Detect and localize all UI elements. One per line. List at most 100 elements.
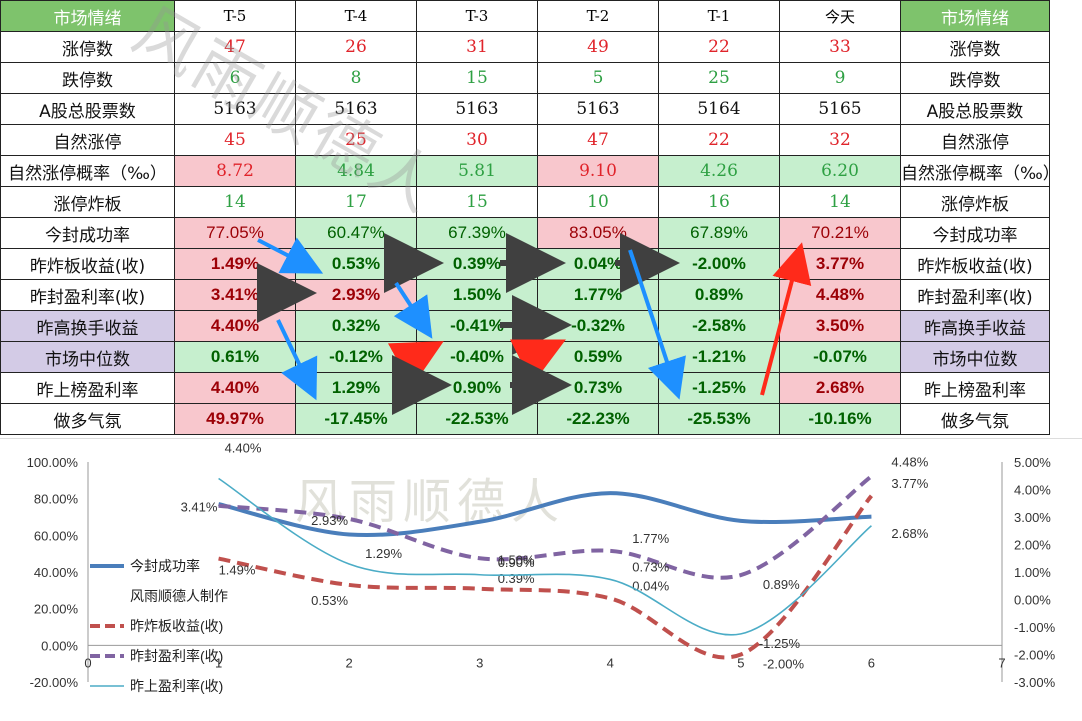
header-day: T-1 (658, 0, 780, 32)
data-cell: 0.59% (537, 341, 659, 373)
data-cell: 5163 (416, 93, 538, 125)
data-label: -2.00% (763, 657, 805, 672)
data-cell: 47 (174, 31, 296, 63)
data-label: 4.48% (891, 454, 928, 469)
table-row: 今封成功率 77.05% 60.47% 67.39% 83.05% 67.89% 70.21… (0, 217, 1050, 249)
row-label-right: 自然涨停概率（‰） (900, 155, 1050, 187)
data-label: 1.77% (632, 531, 669, 546)
data-cell: 47 (537, 124, 659, 156)
data-cell: 0.90% (416, 372, 538, 404)
y-tick-right: 0.00% (1014, 593, 1051, 608)
series-line (218, 491, 872, 538)
x-tick: 6 (868, 655, 875, 670)
data-label: 0.53% (311, 593, 348, 608)
row-label-right: A股总股票数 (900, 93, 1050, 125)
data-cell: 67.39% (416, 217, 538, 249)
data-cell: -25.53% (658, 403, 780, 435)
data-cell: 15 (416, 62, 538, 94)
y-tick-right: 3.00% (1014, 510, 1051, 525)
data-cell: 6.20 (779, 155, 901, 187)
data-cell: -0.40% (416, 341, 538, 373)
legend-entry: 昨炸板收益(收) (130, 618, 223, 634)
table-row: 昨上榜盈利率 4.40% 1.29% 0.90% 0.73% -1.25% 2.68% 昨上榜… (0, 372, 1050, 404)
data-cell: 25 (295, 124, 417, 156)
y-tick-left: -20.00% (30, 675, 79, 690)
legend-entry: 昨上盈利率(收) (130, 678, 223, 694)
data-cell: 1.49% (174, 248, 296, 280)
y-tick-right: -3.00% (1014, 675, 1056, 690)
x-tick: 5 (737, 655, 744, 670)
data-cell: 16 (658, 186, 780, 218)
data-cell: 67.89% (658, 217, 780, 249)
header-market-sentiment: 市场情绪 (900, 0, 1050, 32)
data-cell: 8.72 (174, 155, 296, 187)
market-sentiment-sheet: 市场情绪 T-5 T-4 T-3 T-2 T-1 今天 市场情绪 涨停数 47 26 31 49 22 33… (0, 0, 1050, 435)
series-line (218, 477, 872, 636)
data-cell: 5163 (174, 93, 296, 125)
y-tick-right: 2.00% (1014, 538, 1051, 553)
data-cell: -1.21% (658, 341, 780, 373)
y-tick-right: 1.00% (1014, 565, 1051, 580)
data-cell: 5163 (537, 93, 659, 125)
series-line (218, 494, 873, 660)
data-cell: 1.50% (416, 279, 538, 311)
data-cell: -0.41% (416, 310, 538, 342)
row-label: 昨高换手收益 (0, 310, 175, 342)
header-day: T-3 (416, 0, 538, 32)
header-day: T-2 (537, 0, 659, 32)
y-tick-right: -2.00% (1014, 648, 1056, 663)
row-label-right: 涨停数 (900, 31, 1050, 63)
data-cell: 1.77% (537, 279, 659, 311)
row-label-right: 昨上榜盈利率 (900, 372, 1050, 404)
y-tick-left: 40.00% (34, 565, 79, 580)
data-cell: 32 (779, 124, 901, 156)
data-cell: 49.97% (174, 403, 296, 435)
data-cell: 25 (658, 62, 780, 94)
data-cell: 4.40% (174, 372, 296, 404)
data-cell: 0.04% (537, 248, 659, 280)
table-row: 涨停炸板 14 17 15 10 16 14 涨停炸板 (0, 186, 1050, 218)
data-cell: 49 (537, 31, 659, 63)
row-label: 今封成功率 (0, 217, 175, 249)
row-label-right: 昨封盈利率(收) (900, 279, 1050, 311)
header-row: 市场情绪 T-5 T-4 T-3 T-2 T-1 今天 市场情绪 (0, 0, 1050, 32)
data-cell: 5163 (295, 93, 417, 125)
data-label: 4.40% (225, 441, 262, 456)
y-tick-right: -1.00% (1014, 620, 1056, 635)
row-label: A股总股票数 (0, 93, 175, 125)
row-label: 昨封盈利率(收) (0, 279, 175, 311)
row-label: 昨上榜盈利率 (0, 372, 175, 404)
row-label-right: 做多气氛 (900, 403, 1050, 435)
header-day: T-4 (295, 0, 417, 32)
data-label: 3.77% (891, 476, 928, 491)
row-label: 昨炸板收益(收) (0, 248, 175, 280)
data-label: 0.04% (632, 578, 669, 593)
data-cell: 14 (174, 186, 296, 218)
data-cell: 31 (416, 31, 538, 63)
data-cell: 4.84 (295, 155, 417, 187)
x-tick: 3 (476, 655, 483, 670)
y-tick-left: 20.00% (34, 602, 79, 617)
data-cell: 60.47% (295, 217, 417, 249)
table-row: 涨停数 47 26 31 49 22 33 涨停数 (0, 31, 1050, 63)
series-line (218, 474, 873, 580)
data-cell: 2.93% (295, 279, 417, 311)
data-cell: 4.40% (174, 310, 296, 342)
data-cell: -0.07% (779, 341, 901, 373)
data-label: 0.39% (498, 571, 535, 586)
row-label-right: 自然涨停 (900, 124, 1050, 156)
header-day: 今天 (779, 0, 901, 32)
data-cell: 5164 (658, 93, 780, 125)
data-cell: 83.05% (537, 217, 659, 249)
row-label-right: 跌停数 (900, 62, 1050, 94)
data-cell: 3.77% (779, 248, 901, 280)
data-label: 0.90% (498, 555, 535, 570)
data-cell: 5165 (779, 93, 901, 125)
y-tick-left: 100.00% (27, 455, 79, 470)
legend-note: 风雨顺德人制作 (130, 588, 228, 604)
chart-watermark: 风雨顺德人 (295, 474, 565, 530)
y-tick-left: 80.00% (34, 492, 79, 507)
sentiment-line-chart: 100.00%80.00%60.00%40.00%20.00%0.00%-20.… (0, 438, 1082, 694)
data-cell: 45 (174, 124, 296, 156)
x-tick: 7 (998, 655, 1005, 670)
